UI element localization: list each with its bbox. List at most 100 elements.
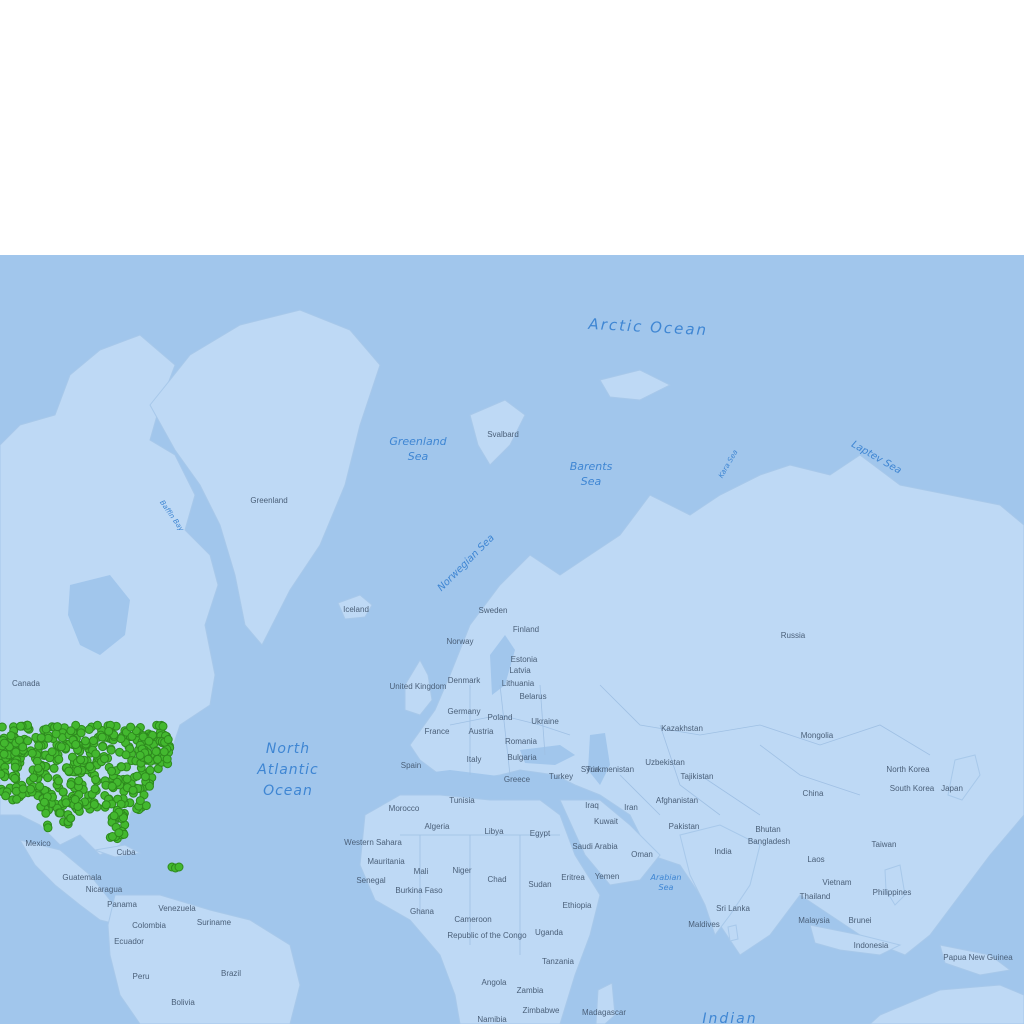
- location-marker[interactable]: [98, 742, 108, 752]
- location-marker[interactable]: [74, 776, 84, 786]
- location-marker[interactable]: [163, 735, 173, 744]
- location-marker[interactable]: [55, 808, 65, 818]
- location-marker[interactable]: [158, 721, 168, 731]
- land-greenland: [149, 309, 381, 646]
- location-marker[interactable]: [43, 773, 53, 783]
- location-marker[interactable]: [29, 773, 39, 783]
- location-marker[interactable]: [43, 823, 53, 833]
- location-marker[interactable]: [49, 763, 59, 773]
- location-marker[interactable]: [66, 813, 76, 823]
- location-marker[interactable]: [97, 732, 107, 742]
- location-marker[interactable]: [151, 747, 161, 756]
- location-marker[interactable]: [51, 729, 61, 739]
- country-label: Latvia: [509, 666, 531, 675]
- location-marker[interactable]: [56, 742, 66, 752]
- location-marker[interactable]: [144, 736, 154, 746]
- location-marker[interactable]: [145, 781, 154, 791]
- location-marker[interactable]: [145, 765, 155, 775]
- location-marker[interactable]: [18, 784, 28, 794]
- location-marker[interactable]: [114, 828, 124, 838]
- location-marker[interactable]: [36, 733, 46, 743]
- location-marker[interactable]: [10, 773, 20, 783]
- location-marker[interactable]: [128, 785, 138, 795]
- location-marker[interactable]: [93, 720, 102, 730]
- location-marker[interactable]: [80, 736, 90, 746]
- location-marker[interactable]: [66, 726, 76, 736]
- location-marker[interactable]: [109, 811, 119, 821]
- location-marker[interactable]: [121, 750, 131, 760]
- location-marker[interactable]: [143, 754, 153, 764]
- location-marker[interactable]: [122, 774, 132, 784]
- location-marker[interactable]: [0, 738, 9, 748]
- location-marker[interactable]: [117, 762, 126, 772]
- location-marker[interactable]: [41, 724, 51, 734]
- location-marker[interactable]: [41, 808, 51, 818]
- location-marker[interactable]: [0, 769, 6, 779]
- location-marker[interactable]: [70, 795, 80, 804]
- location-marker[interactable]: [61, 798, 71, 808]
- location-marker[interactable]: [6, 731, 16, 741]
- location-marker[interactable]: [90, 784, 100, 794]
- location-marker[interactable]: [26, 784, 35, 794]
- location-marker[interactable]: [91, 749, 101, 759]
- location-marker[interactable]: [106, 745, 116, 755]
- world-map[interactable]: Arctic Ocean Greenland Sea Barents Sea K…: [0, 255, 1024, 1024]
- location-marker[interactable]: [23, 736, 33, 746]
- country-label: Sudan: [528, 880, 551, 889]
- country-label: Bolivia: [171, 998, 195, 1007]
- location-marker[interactable]: [153, 754, 162, 764]
- location-marker[interactable]: [11, 747, 21, 757]
- location-marker[interactable]: [85, 762, 95, 771]
- location-marker[interactable]: [0, 722, 7, 732]
- land-sri-lanka: [727, 924, 739, 942]
- location-marker[interactable]: [33, 763, 43, 773]
- country-label: Laos: [807, 855, 824, 864]
- location-marker[interactable]: [16, 721, 25, 731]
- map-canvas[interactable]: Arctic Ocean Greenland Sea Barents Sea K…: [0, 255, 1024, 1024]
- location-marker[interactable]: [0, 749, 9, 759]
- location-marker[interactable]: [1, 791, 11, 801]
- location-marker[interactable]: [101, 800, 111, 810]
- location-marker[interactable]: [76, 755, 86, 765]
- location-marker[interactable]: [34, 741, 44, 751]
- location-marker[interactable]: [73, 766, 83, 775]
- location-marker[interactable]: [64, 766, 74, 776]
- location-marker[interactable]: [71, 740, 81, 749]
- land-new-guinea: [939, 944, 1012, 976]
- location-marker[interactable]: [12, 794, 22, 804]
- location-marker[interactable]: [104, 726, 114, 736]
- location-marker[interactable]: [52, 722, 62, 732]
- location-marker[interactable]: [39, 797, 49, 807]
- location-marker[interactable]: [54, 754, 64, 764]
- location-marker[interactable]: [66, 780, 76, 790]
- location-marker[interactable]: [10, 762, 20, 772]
- location-marker[interactable]: [126, 722, 136, 732]
- top-blank-area: [0, 0, 1024, 255]
- location-marker[interactable]: [135, 750, 145, 760]
- location-marker[interactable]: [107, 781, 117, 791]
- location-marker[interactable]: [84, 725, 94, 734]
- location-marker[interactable]: [89, 736, 98, 746]
- country-label: Ecuador: [114, 937, 144, 946]
- location-marker[interactable]: [174, 862, 184, 872]
- location-marker[interactable]: [27, 748, 37, 758]
- location-marker[interactable]: [89, 800, 99, 809]
- location-marker[interactable]: [91, 775, 101, 785]
- location-marker[interactable]: [47, 747, 57, 757]
- location-marker[interactable]: [159, 747, 169, 757]
- location-marker[interactable]: [140, 772, 150, 782]
- location-marker[interactable]: [132, 771, 142, 781]
- location-markers[interactable]: [0, 720, 184, 873]
- location-marker[interactable]: [18, 742, 28, 752]
- location-marker[interactable]: [58, 787, 68, 797]
- location-marker[interactable]: [35, 781, 45, 791]
- location-marker[interactable]: [76, 728, 86, 738]
- location-marker[interactable]: [54, 776, 63, 786]
- location-marker[interactable]: [107, 766, 117, 776]
- country-label: Greece: [504, 775, 531, 784]
- country-label: Norway: [446, 637, 473, 646]
- location-marker[interactable]: [135, 796, 145, 806]
- location-marker[interactable]: [100, 754, 109, 764]
- country-label: Mauritania: [367, 857, 405, 866]
- country-label: Western Sahara: [344, 838, 402, 847]
